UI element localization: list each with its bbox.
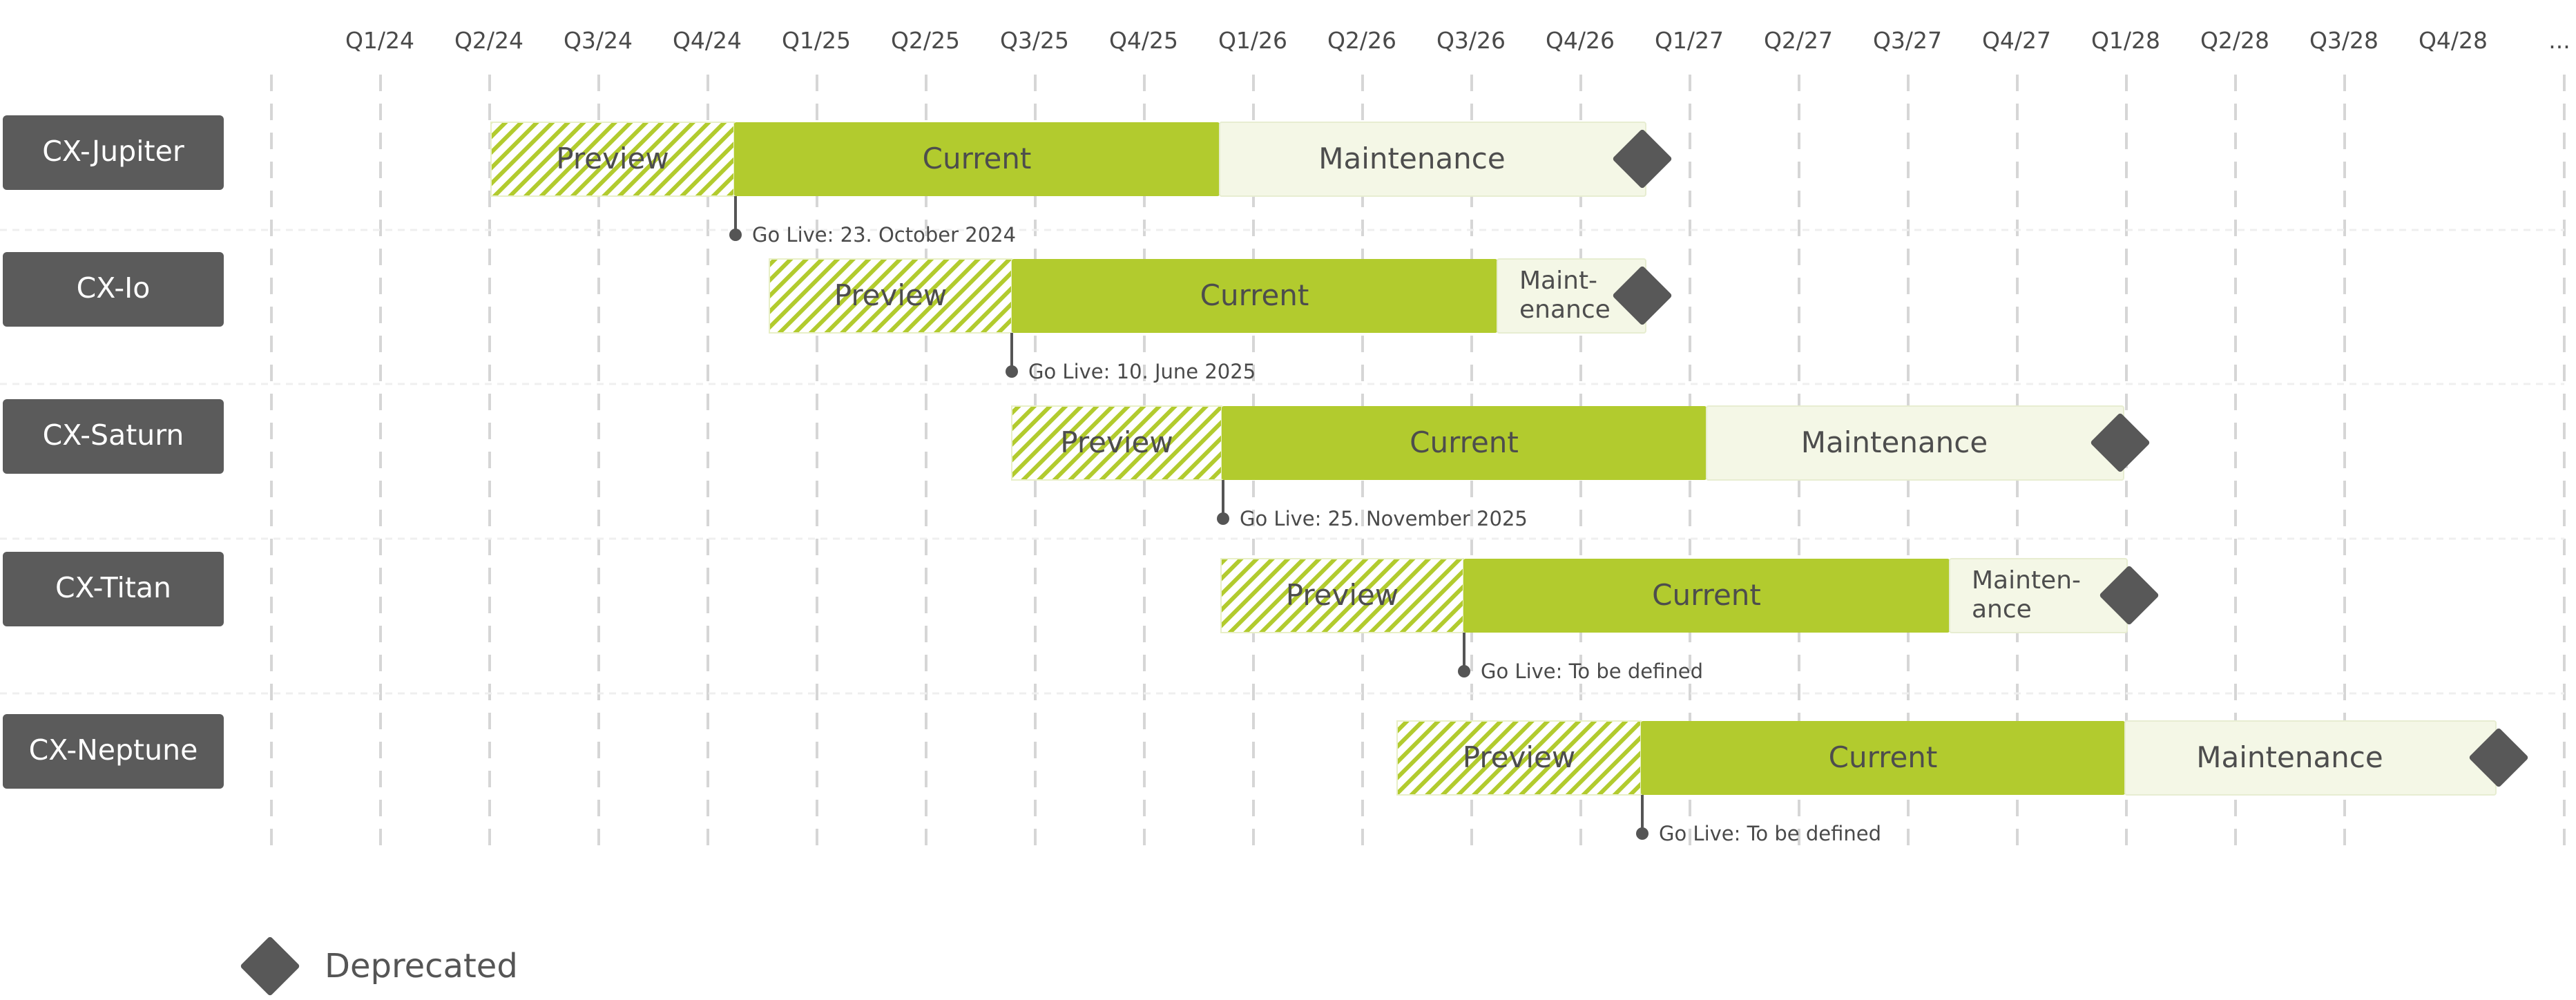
quarter-label: Q1/27 [1655, 27, 1724, 54]
current-phase-label: Current [1200, 278, 1309, 312]
quarter-label: Q2/26 [1327, 27, 1396, 54]
current-phase-bar [1222, 406, 1707, 480]
quarter-label: Q2/25 [891, 27, 960, 54]
current-phase-label: Current [923, 142, 1032, 175]
go-live-label: Go Live: To be defined [1481, 660, 1703, 683]
product-rows: CX-Jupiter Preview Current Maintenance Go Li… [3, 115, 2528, 845]
product-label-box [3, 714, 224, 789]
go-live-label: Go Live: 23. October 2024 [752, 223, 1016, 247]
quarter-label: Q3/24 [564, 27, 633, 54]
quarter-header: Q1/24 Q2/24 Q3/24 Q4/24 Q1/25 Q2/25 Q3/25 Q4/25… [345, 27, 2570, 54]
maintenance-phase-label-line-1: Maint- [1519, 267, 1597, 295]
preview-phase-label: Preview [834, 278, 948, 312]
quarter-label: Q3/27 [1873, 27, 1942, 54]
quarter-label: Q1/25 [782, 27, 851, 54]
quarter-label: Q4/27 [1982, 27, 2051, 54]
quarter-overflow-label: ... [2548, 27, 2570, 54]
product-row-cx-io: CX-Io Preview Current Maint-enance Go Live: … [3, 252, 1672, 383]
current-phase-bar [1012, 259, 1497, 333]
product-row-cx-titan: CX-Titan Preview Current Mainten-ance Go Liv… [3, 552, 2159, 683]
current-phase-bar [1463, 559, 1950, 633]
preview-phase-bar [1396, 720, 1642, 796]
preview-phase-bar [490, 122, 735, 197]
preview-phase-label: Preview [1286, 578, 1399, 612]
preview-phase-label: Preview [1060, 425, 1173, 459]
deprecated-diamond-icon [2469, 728, 2528, 787]
go-live-marker [1006, 365, 1018, 378]
go-live-label: Go Live: 10. June 2025 [1028, 360, 1256, 383]
quarter-label: Q2/27 [1764, 27, 1833, 54]
legend-diamond-icon [240, 936, 300, 996]
product-name: CX-Titan [55, 571, 171, 604]
quarter-label: Q1/28 [2091, 27, 2160, 54]
deprecated-diamond-icon [2099, 566, 2159, 625]
quarter-label: Q4/25 [1109, 27, 1178, 54]
quarter-label: Q2/28 [2200, 27, 2269, 54]
maintenance-phase-label: Maintenance [1318, 142, 1505, 175]
quarter-label: Q1/26 [1218, 27, 1287, 54]
go-live-marker [1458, 665, 1470, 677]
quarter-label: Q2/24 [454, 27, 523, 54]
legend-deprecated-label: Deprecated [325, 947, 518, 985]
product-label-box [3, 552, 224, 626]
quarter-label: Q3/28 [2309, 27, 2378, 54]
go-live-marker [729, 229, 742, 241]
go-live-marker [1217, 512, 1229, 525]
deprecated-diamond-icon [2090, 413, 2150, 472]
maintenance-phase-label: Maintenance [1801, 425, 1988, 459]
quarter-label: Q4/26 [1546, 27, 1615, 54]
product-name: CX-Io [77, 271, 151, 305]
deprecated-diamond-icon [1613, 266, 1672, 325]
current-phase-label: Current [1829, 740, 1938, 774]
product-name: CX-Saturn [43, 419, 184, 452]
maintenance-phase-label-line-1: Mainten- [1972, 566, 2081, 595]
deprecated-diamond-icon [1613, 129, 1672, 189]
quarter-label: Q3/26 [1436, 27, 1506, 54]
product-label-box [3, 252, 224, 327]
current-phase-label: Current [1652, 578, 1761, 612]
maintenance-phase-label-line-2: ance [1972, 595, 2032, 624]
go-live-label: Go Live: To be defined [1659, 822, 1881, 845]
product-name: CX-Neptune [29, 733, 198, 767]
current-phase-bar [734, 122, 1220, 196]
product-label-box [3, 115, 224, 190]
product-row-cx-jupiter: CX-Jupiter Preview Current Maintenance Go Li… [3, 115, 1672, 247]
legend: Deprecated [240, 936, 518, 996]
preview-phase-label: Preview [556, 142, 669, 175]
maintenance-phase-label: Maintenance [2196, 740, 2383, 774]
product-label-box [3, 399, 224, 474]
current-phase-bar [1641, 721, 2125, 795]
preview-phase-bar [1220, 558, 1464, 633]
quarter-label: Q1/24 [345, 27, 414, 54]
current-phase-label: Current [1410, 425, 1519, 459]
quarter-label: Q4/28 [2419, 27, 2488, 54]
product-row-cx-neptune: CX-Neptune Preview Current Maintenance Go Li… [3, 714, 2528, 845]
quarter-label: Q4/24 [673, 27, 742, 54]
quarter-label: Q3/25 [1000, 27, 1069, 54]
product-name: CX-Jupiter [42, 135, 184, 168]
preview-phase-label: Preview [1463, 740, 1576, 774]
preview-phase-bar [769, 258, 1012, 334]
product-row-cx-saturn: CX-Saturn Preview Current Maintenance Go Liv… [3, 399, 2150, 530]
go-live-label: Go Live: 25. November 2025 [1240, 507, 1528, 530]
maintenance-phase-label-line-2: enance [1519, 296, 1611, 324]
go-live-marker [1636, 827, 1649, 840]
